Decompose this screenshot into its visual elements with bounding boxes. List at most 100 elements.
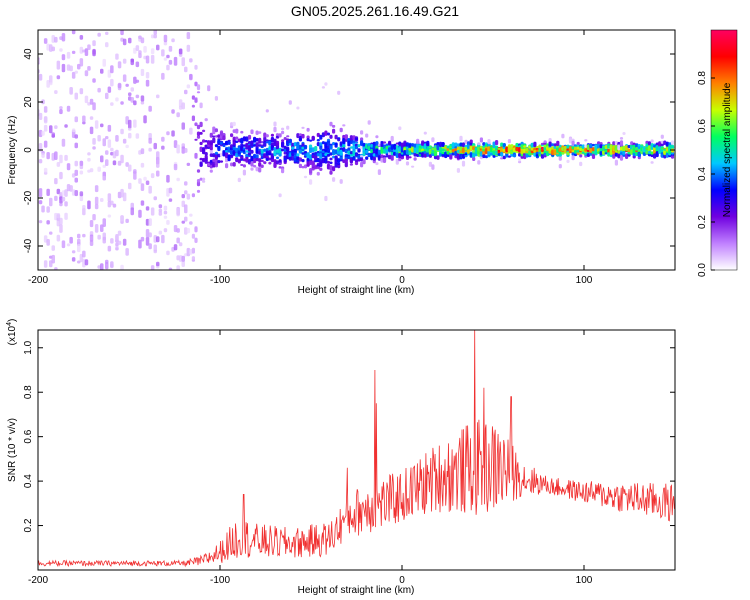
spectrogram-cell	[209, 164, 213, 169]
spectrogram-cell	[558, 164, 562, 169]
spectrogram-cell	[454, 146, 458, 149]
spectrogram-cell	[181, 260, 185, 267]
spectrogram-cell	[650, 154, 654, 158]
spectrogram-cell	[385, 153, 389, 156]
spectrogram-cell	[122, 38, 127, 46]
spectrogram-cell	[625, 145, 629, 151]
spectrogram-cell	[199, 102, 203, 109]
spectrogram-cell	[561, 133, 565, 139]
spectrogram-cell	[464, 153, 468, 156]
snr-frame	[37, 329, 676, 571]
spectrogram-cell	[286, 153, 290, 160]
spectrogram-cell	[209, 132, 213, 138]
spectrogram-cell	[38, 73, 43, 81]
spectrogram-cell	[214, 135, 218, 138]
spectrogram-cell	[140, 37, 145, 44]
spectrogram-cell	[66, 105, 71, 112]
spectrogram-cell	[74, 169, 78, 176]
spectrogram-cell	[472, 150, 476, 154]
spectrogram-cell	[242, 149, 246, 152]
spectrogram-cell	[288, 156, 292, 161]
spectrogram-cell	[372, 144, 376, 150]
spectrogram-cell	[94, 185, 99, 193]
spectrogram-cell	[92, 102, 96, 111]
spectrogram-cell	[568, 151, 573, 154]
spectrogram-cell	[416, 138, 420, 144]
spectrogram-x-tick-label: -200	[28, 275, 48, 286]
colorbar-bar	[710, 29, 738, 271]
chart-title: GN05.2025.261.16.49.G21	[291, 3, 459, 19]
spectrogram-cell	[479, 151, 483, 157]
spectrogram-cell	[281, 168, 285, 174]
spectrogram-cell	[117, 61, 122, 69]
spectrogram-cell	[207, 85, 211, 92]
spectrogram-cell	[421, 148, 425, 152]
spectrogram-cell	[245, 153, 249, 158]
spectrogram-cell	[273, 138, 277, 145]
spectrogram-cell	[594, 148, 598, 155]
spectrogram-cell	[518, 153, 522, 157]
spectrogram-cell	[275, 135, 280, 139]
spectrogram-cell	[576, 149, 580, 153]
spectrogram-cell	[133, 169, 137, 174]
spectrogram-cell	[128, 132, 132, 139]
spectrogram-cell	[64, 154, 68, 161]
spectrogram-cell	[69, 65, 73, 72]
spectrogram-cell	[591, 150, 596, 155]
spectrogram-cell	[441, 151, 445, 155]
spectrogram-cell	[120, 128, 124, 135]
spectrogram-cell	[186, 44, 191, 52]
spectrogram-cell	[212, 158, 216, 163]
spectrogram-cell	[87, 44, 91, 50]
spectrogram-cell	[260, 149, 264, 154]
spectrogram-cell	[395, 145, 399, 149]
spectrogram-cell	[339, 149, 343, 156]
spectrogram-cell	[500, 157, 504, 160]
spectrogram-cell	[467, 149, 471, 154]
spectrogram-cell	[87, 157, 91, 162]
spectrogram-cell	[260, 145, 264, 149]
spectrogram-cell	[87, 66, 91, 71]
spectrogram-cell	[82, 115, 86, 123]
spectrogram-cell	[354, 159, 359, 162]
spectrogram-cell	[56, 188, 61, 195]
spectrogram-cell	[184, 181, 188, 186]
spectrogram-cell	[405, 149, 410, 154]
spectrogram-cell	[265, 134, 269, 138]
spectrogram-cell	[265, 109, 269, 113]
spectrogram-cell	[400, 152, 404, 155]
spectrogram-cell	[647, 145, 652, 152]
spectrogram-cell	[178, 242, 183, 247]
spectrogram-cell	[538, 148, 542, 152]
spectrogram-cell	[347, 155, 351, 160]
spectrogram-cell	[168, 267, 173, 270]
spectrogram-cell	[97, 87, 101, 93]
spectrogram-cell	[579, 154, 583, 158]
spectrogram-cell	[619, 137, 624, 140]
spectrogram-cell	[209, 140, 213, 145]
spectrogram-cell	[408, 147, 412, 151]
snr-y-tick-label: 0.6	[23, 429, 34, 443]
spectrogram-cell	[138, 209, 142, 218]
spectrogram-cell	[156, 159, 160, 168]
spectrogram-cell	[584, 148, 588, 152]
spectrogram-cell	[173, 56, 178, 66]
spectrogram-cell	[54, 267, 58, 270]
spectrogram-cell	[316, 142, 320, 147]
spectrogram-cell	[59, 48, 63, 52]
spectrogram-cell	[89, 240, 94, 246]
spectrogram-cell	[505, 153, 509, 157]
spectrogram-cell	[533, 150, 537, 153]
snr-panel: -200 -100 0 100 0.2 0.4 0.6 0.8 1.0 Height of s…	[6, 319, 676, 596]
spectrogram-cell	[128, 127, 132, 131]
spectrogram-cell	[632, 144, 636, 148]
spectrogram-cell	[492, 141, 496, 147]
spectrogram-cell	[232, 121, 236, 127]
spectrogram-cell	[464, 139, 468, 144]
spectrogram-cell	[416, 153, 420, 157]
spectrogram-cell	[265, 150, 269, 156]
spectrogram-cell	[464, 144, 468, 148]
spectrogram-cell	[357, 155, 361, 159]
spectrogram-cell	[128, 182, 132, 190]
spectrogram-cell	[324, 195, 328, 202]
